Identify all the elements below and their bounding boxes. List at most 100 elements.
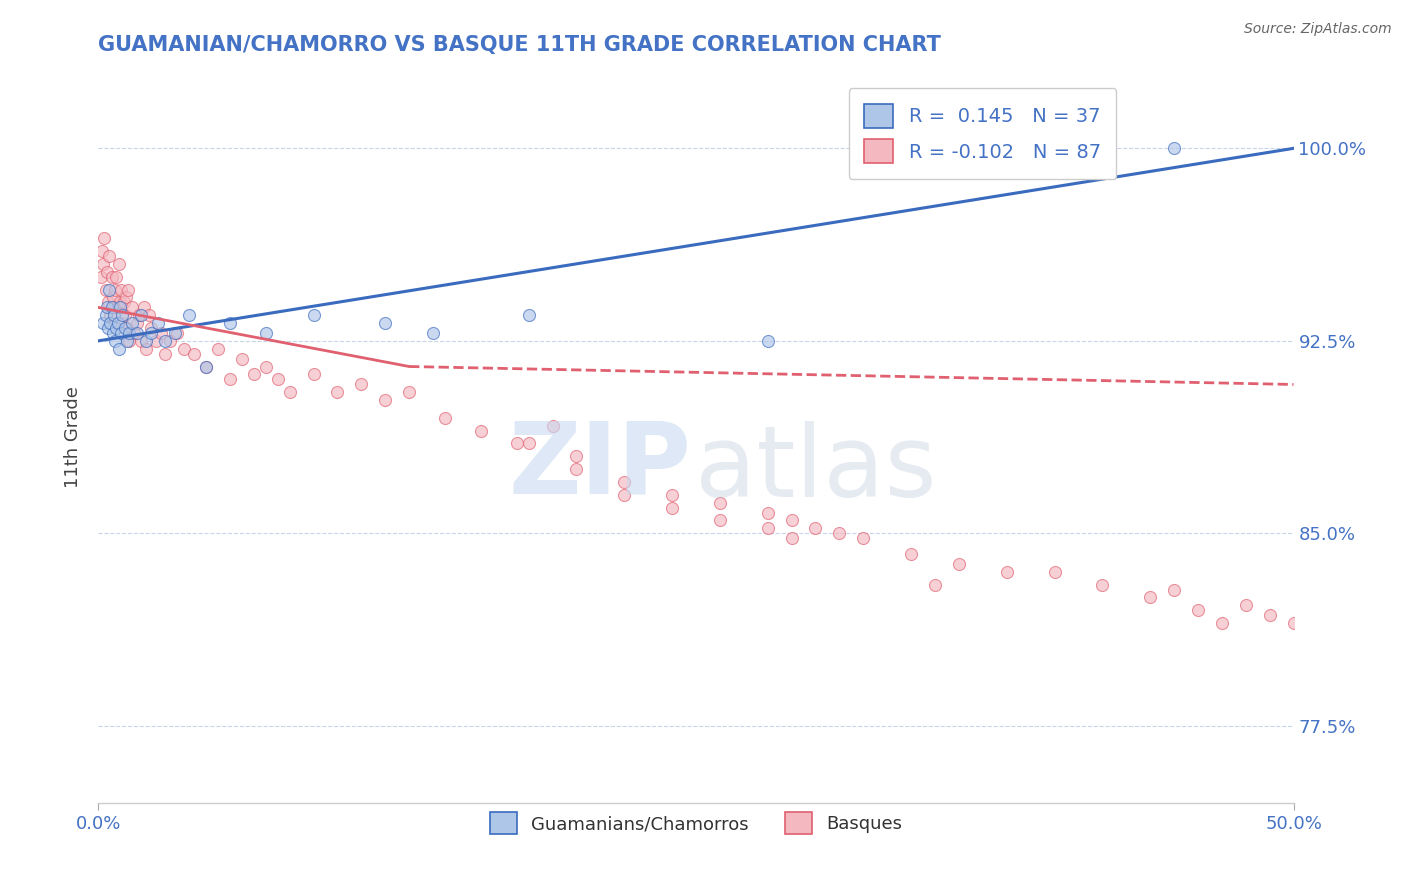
Point (780, 514, 803, 528)
Point (138, 308, 160, 322)
Point (107, 257, 129, 271)
Point (145, 334, 167, 348)
Point (96, 301, 118, 315)
Y-axis label: 11th Grade: 11th Grade (65, 386, 83, 488)
Text: atlas: atlas (695, 422, 936, 518)
Point (374, 316, 396, 330)
Point (131, 308, 153, 322)
Point (125, 326, 148, 340)
Text: Source: ZipAtlas.com: Source: ZipAtlas.com (1244, 22, 1392, 37)
Text: GUAMANIAN/CHAMORRO VS BASQUE 11TH GRADE CORRELATION CHART: GUAMANIAN/CHAMORRO VS BASQUE 11TH GRADE … (98, 35, 941, 54)
Point (828, 526, 851, 541)
Point (852, 532, 875, 546)
Point (91, 316, 114, 330)
Point (118, 334, 141, 348)
Point (398, 385, 420, 400)
Point (148, 316, 170, 330)
Point (103, 308, 125, 322)
Point (121, 316, 143, 330)
Point (179, 308, 201, 322)
Point (195, 359, 218, 374)
Point (105, 269, 128, 284)
Point (207, 342, 229, 356)
Point (1258, 608, 1281, 623)
Point (131, 334, 153, 348)
Point (302, 308, 325, 322)
Point (995, 565, 1018, 579)
Point (709, 514, 731, 528)
Point (97, 321, 120, 335)
Point (756, 521, 779, 535)
Point (135, 334, 157, 348)
Point (780, 532, 803, 546)
Point (254, 326, 277, 340)
Point (94, 283, 117, 297)
Point (96, 264, 118, 278)
Point (97, 295, 120, 310)
Point (195, 359, 218, 374)
Point (114, 321, 136, 335)
Point (107, 316, 129, 330)
Point (326, 385, 349, 400)
Point (91, 244, 114, 258)
Point (374, 392, 396, 407)
Point (125, 316, 148, 330)
Point (434, 410, 457, 425)
Point (94, 308, 117, 322)
Point (107, 342, 129, 356)
Point (506, 436, 529, 450)
Point (98, 283, 121, 297)
Point (100, 301, 122, 315)
Point (101, 290, 124, 304)
Point (107, 301, 129, 315)
Point (104, 334, 127, 348)
Point (155, 334, 177, 348)
Point (661, 500, 683, 515)
Point (565, 462, 588, 476)
Point (111, 316, 134, 330)
Point (128, 308, 150, 322)
Point (1211, 616, 1233, 631)
Point (105, 321, 128, 335)
Point (98, 316, 122, 330)
Point (139, 321, 162, 335)
Point (219, 372, 242, 386)
Point (1234, 598, 1257, 612)
Point (149, 326, 172, 340)
Point (243, 368, 266, 382)
Point (108, 301, 131, 315)
Point (517, 436, 540, 450)
Point (278, 385, 301, 400)
Point (613, 475, 636, 489)
Point (91, 257, 114, 271)
Point (132, 301, 155, 315)
Point (219, 316, 242, 330)
Point (756, 506, 779, 520)
Point (1163, 582, 1185, 597)
Point (302, 368, 325, 382)
Point (117, 283, 139, 297)
Point (565, 450, 588, 464)
Point (115, 321, 138, 335)
Point (114, 308, 136, 322)
Point (155, 346, 177, 360)
Point (804, 521, 827, 535)
Point (108, 295, 131, 310)
Point (231, 351, 253, 366)
Point (139, 326, 162, 340)
Point (163, 326, 186, 340)
Point (350, 377, 373, 392)
Point (115, 290, 138, 304)
Point (100, 269, 122, 284)
Point (115, 334, 138, 348)
Point (470, 424, 492, 438)
Point (118, 326, 141, 340)
Point (1043, 565, 1066, 579)
Point (166, 326, 188, 340)
Point (98, 308, 122, 322)
Point (756, 334, 779, 348)
Point (173, 342, 195, 356)
Point (924, 577, 946, 591)
Point (1139, 591, 1161, 605)
Point (112, 295, 135, 310)
